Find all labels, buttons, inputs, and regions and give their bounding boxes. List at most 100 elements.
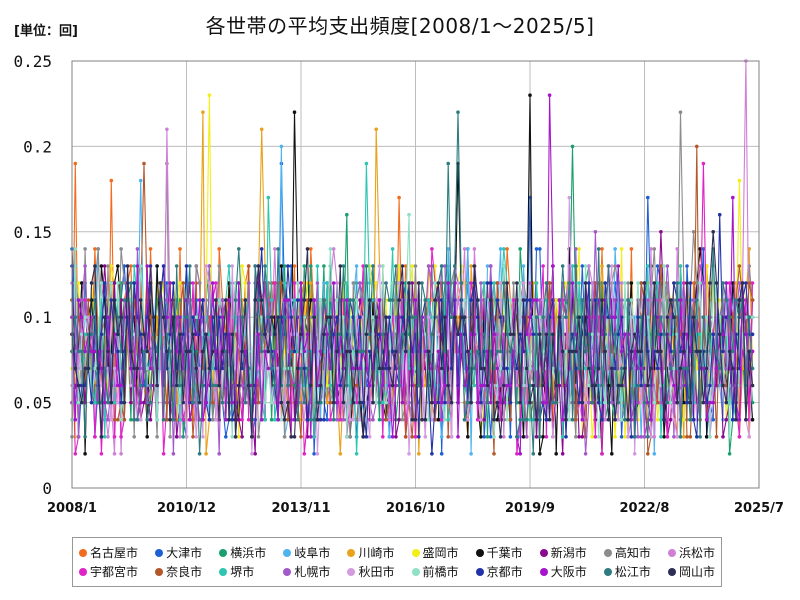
data-point — [279, 144, 284, 149]
data-point — [685, 281, 689, 285]
data-point — [695, 417, 699, 422]
data-point — [168, 435, 172, 439]
data-point — [387, 435, 392, 439]
data-point — [371, 264, 375, 268]
data-point — [479, 383, 483, 388]
data-point — [122, 400, 127, 405]
data-point — [384, 400, 388, 405]
data-point — [495, 332, 500, 337]
data-point — [665, 264, 670, 268]
data-point — [240, 417, 244, 422]
data-point — [135, 366, 140, 371]
data-point — [531, 383, 536, 388]
data-point — [668, 366, 673, 371]
data-point — [672, 315, 676, 320]
data-point — [119, 417, 123, 422]
data-point — [423, 417, 428, 422]
data-point — [551, 400, 555, 405]
legend-label: 秋田市 — [358, 565, 395, 579]
data-point — [600, 298, 604, 302]
data-point — [580, 417, 585, 422]
data-point — [89, 332, 94, 337]
data-point — [328, 383, 333, 388]
data-point — [237, 417, 241, 422]
data-point — [125, 264, 130, 268]
data-point — [583, 349, 588, 354]
data-point — [259, 247, 264, 251]
data-point — [626, 417, 630, 422]
data-point — [426, 315, 431, 320]
legend-marker-icon — [347, 548, 356, 557]
data-point — [220, 315, 225, 320]
data-point — [318, 417, 323, 422]
data-point — [717, 366, 722, 371]
data-point — [256, 400, 261, 405]
data-point — [678, 435, 683, 439]
data-point — [279, 400, 284, 405]
data-point — [534, 417, 539, 422]
data-point — [459, 281, 464, 285]
data-point — [197, 452, 202, 456]
data-point — [387, 366, 392, 371]
data-point — [485, 435, 490, 439]
data-point — [714, 349, 719, 354]
data-point — [564, 349, 568, 354]
data-point — [426, 383, 431, 388]
data-point — [574, 435, 578, 439]
data-point — [747, 315, 751, 320]
data-point — [397, 281, 401, 285]
data-point — [302, 452, 307, 456]
data-point — [165, 298, 169, 302]
data-point — [387, 298, 392, 302]
data-point — [328, 332, 333, 337]
data-point — [276, 247, 280, 251]
data-point — [570, 349, 575, 354]
data-point — [590, 383, 594, 388]
data-point — [724, 400, 729, 405]
data-point — [112, 400, 117, 405]
data-point — [453, 264, 457, 268]
data-point — [456, 110, 460, 114]
data-point — [688, 417, 693, 422]
data-point — [181, 332, 185, 337]
data-point — [80, 400, 84, 405]
data-point — [521, 417, 526, 422]
data-point — [102, 264, 107, 268]
data-point — [240, 435, 244, 439]
data-point — [731, 366, 735, 371]
legend-item: 秋田市 — [347, 563, 394, 580]
data-point — [292, 383, 297, 388]
data-point — [273, 332, 277, 337]
data-point — [230, 400, 235, 405]
data-point — [250, 452, 254, 456]
data-point — [302, 366, 307, 371]
data-point — [495, 349, 500, 354]
data-point — [374, 281, 379, 285]
data-point — [423, 298, 428, 302]
data-point — [309, 315, 313, 320]
data-point — [439, 435, 444, 439]
data-point — [390, 247, 395, 251]
data-point — [668, 298, 673, 302]
data-point — [73, 315, 78, 320]
data-point — [256, 332, 261, 337]
legend-item: 盛岡市 — [411, 544, 459, 561]
data-point — [322, 400, 326, 405]
data-point — [646, 264, 650, 268]
data-point — [295, 366, 300, 371]
data-point — [498, 435, 503, 439]
data-point — [538, 247, 542, 251]
y-tick-label: 0.15 — [13, 223, 52, 242]
data-point — [449, 400, 454, 405]
data-point — [524, 383, 529, 388]
data-point — [538, 332, 542, 337]
data-point — [325, 281, 330, 285]
data-point — [214, 383, 218, 388]
data-point — [587, 281, 591, 285]
data-point — [400, 400, 405, 405]
data-point — [165, 127, 169, 132]
data-point — [534, 315, 539, 320]
data-point — [682, 435, 686, 439]
data-point — [613, 315, 617, 320]
data-point — [351, 417, 356, 422]
